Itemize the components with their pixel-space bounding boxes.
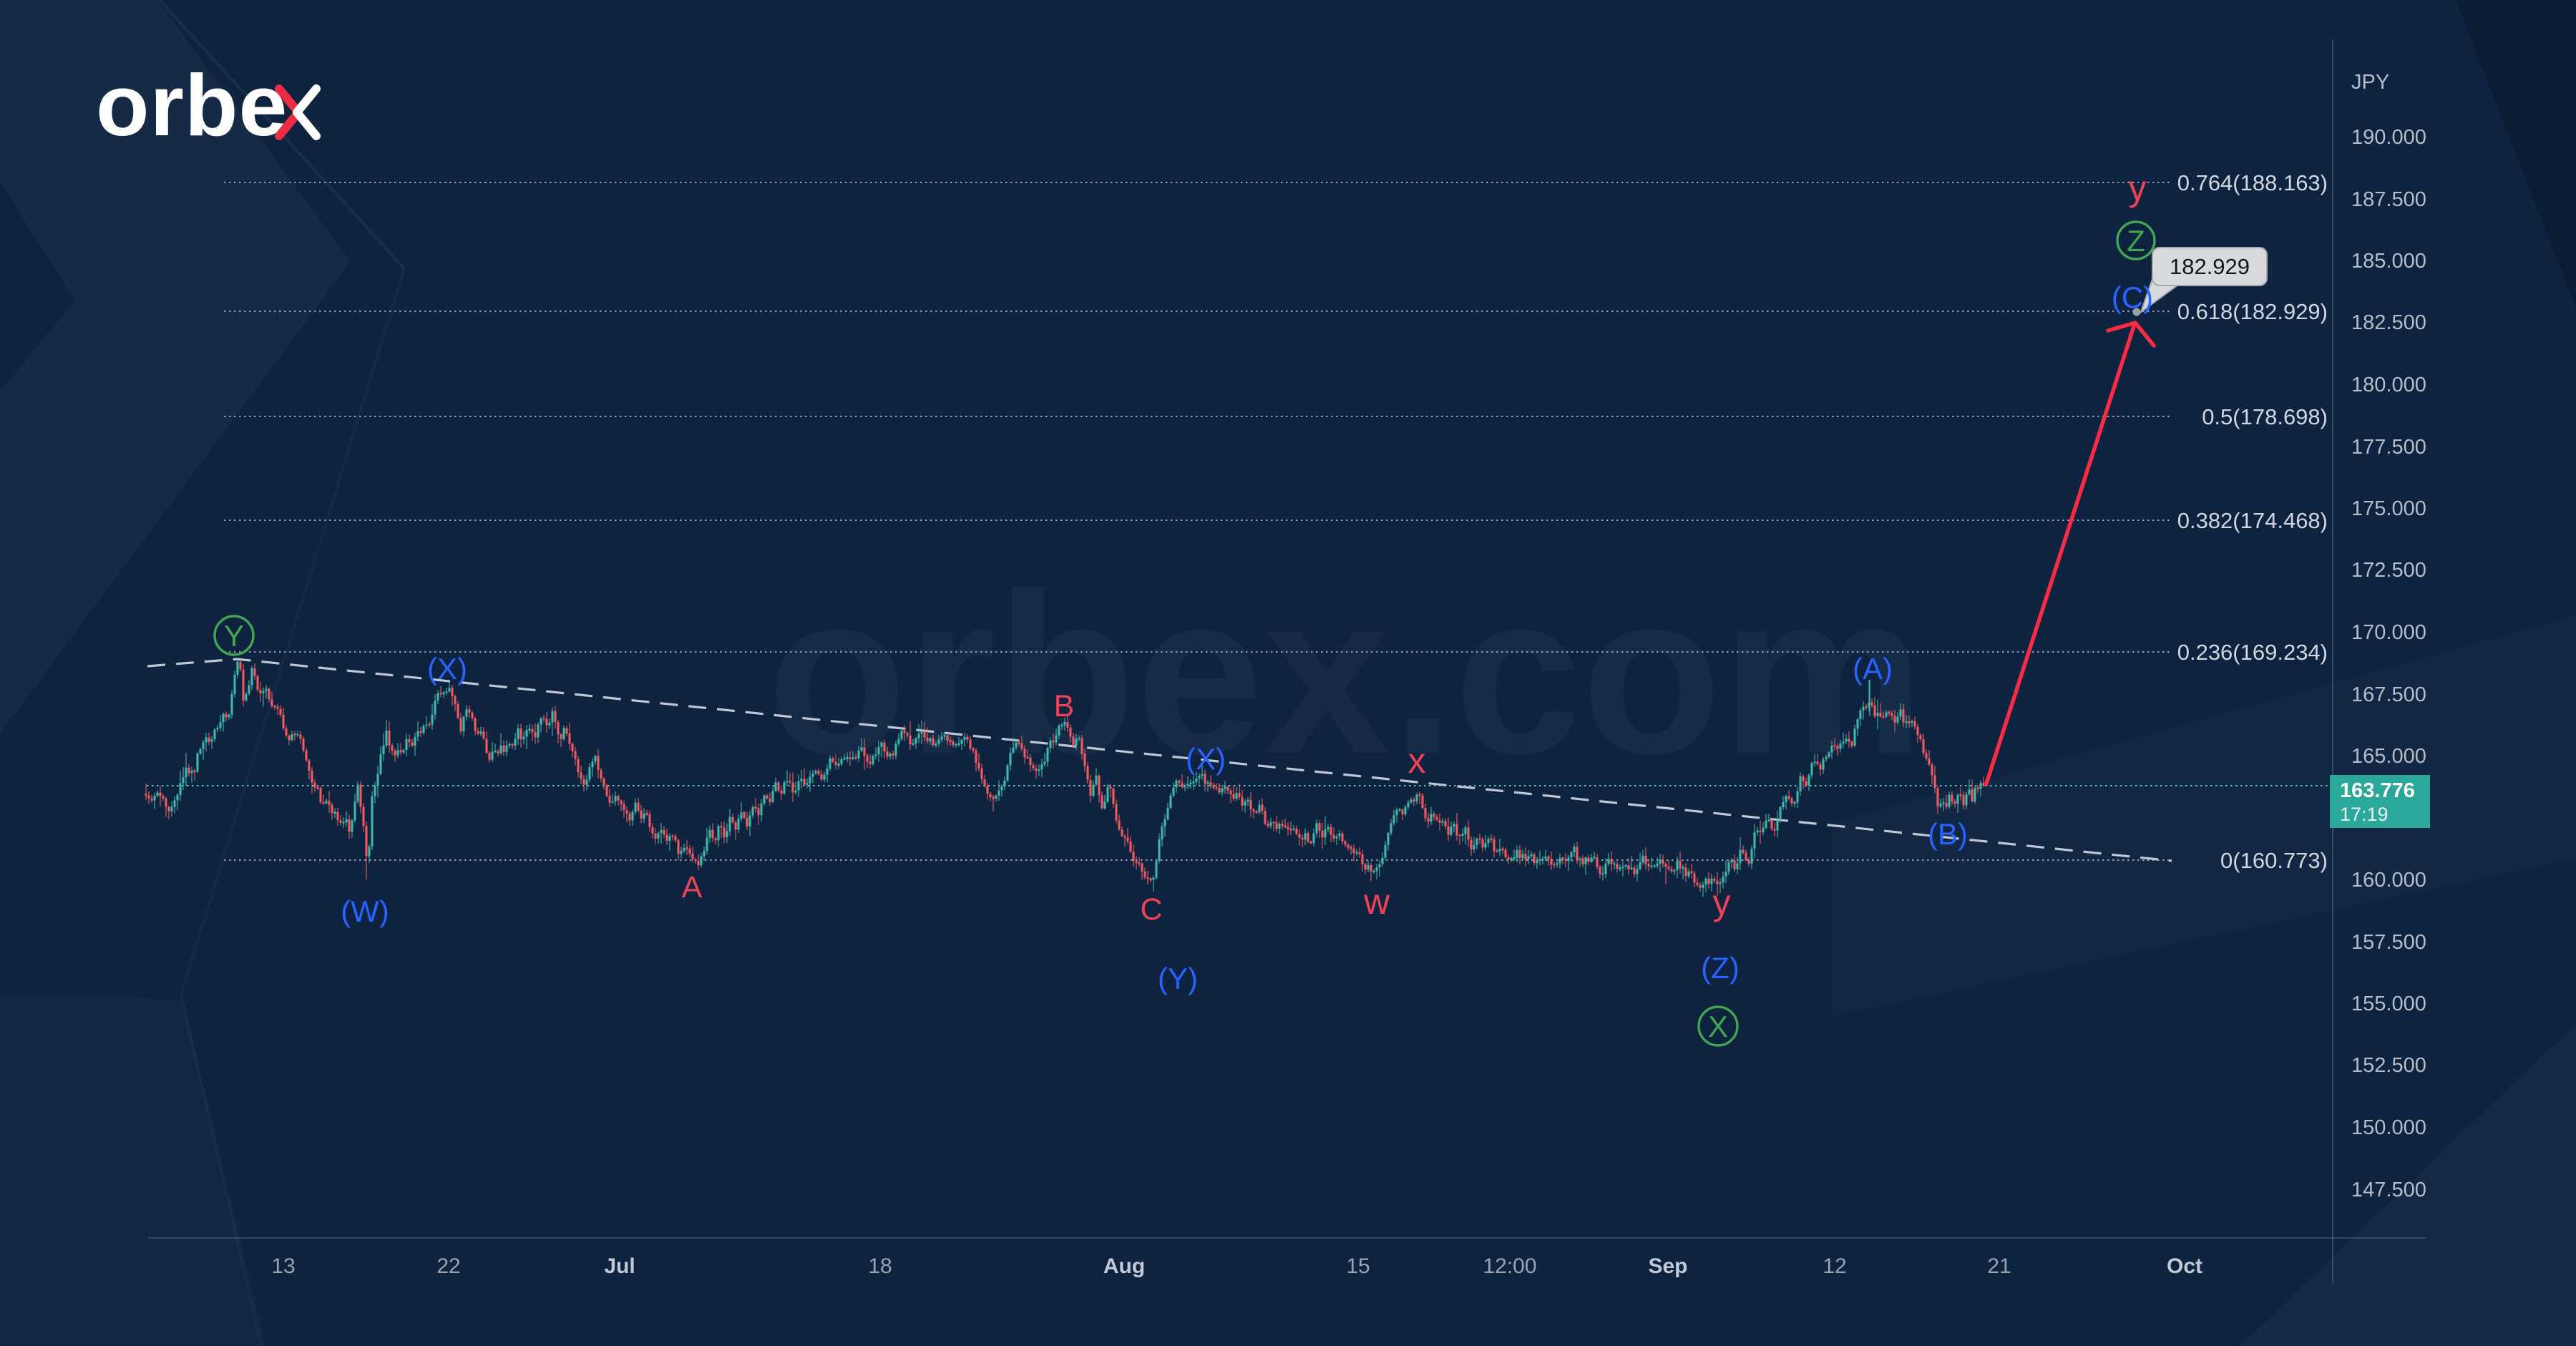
svg-text:0.382(174.468): 0.382(174.468)	[2177, 508, 2328, 533]
svg-text:0.236(169.234): 0.236(169.234)	[2177, 640, 2328, 665]
svg-text:0.5(178.698): 0.5(178.698)	[2202, 404, 2328, 429]
svg-text:163.776: 163.776	[2340, 779, 2415, 802]
svg-text:Z: Z	[2127, 224, 2145, 258]
svg-text:190.000: 190.000	[2351, 126, 2426, 149]
svg-text:13: 13	[271, 1254, 295, 1278]
svg-text:21: 21	[1987, 1254, 2011, 1278]
svg-text:(B): (B)	[1928, 817, 1968, 851]
svg-text:(X): (X)	[1186, 742, 1226, 776]
svg-text:0.618(182.929): 0.618(182.929)	[2177, 299, 2328, 324]
svg-text:(X): (X)	[427, 652, 467, 686]
svg-text:152.500: 152.500	[2351, 1054, 2426, 1077]
svg-text:18: 18	[868, 1254, 892, 1278]
svg-text:Aug: Aug	[1103, 1254, 1145, 1278]
svg-text:12:00: 12:00	[1483, 1254, 1536, 1278]
svg-text:x: x	[1408, 741, 1426, 781]
svg-text:(C): (C)	[2112, 281, 2153, 314]
svg-text:X: X	[1708, 1010, 1728, 1043]
svg-text:160.000: 160.000	[2351, 869, 2426, 892]
svg-text:Y: Y	[224, 619, 244, 653]
svg-text:147.500: 147.500	[2351, 1179, 2426, 1201]
svg-text:B: B	[1054, 689, 1075, 723]
svg-text:C: C	[1140, 892, 1162, 927]
svg-text:0.764(188.163): 0.764(188.163)	[2177, 170, 2328, 195]
svg-text:180.000: 180.000	[2351, 374, 2426, 396]
svg-text:orbe: orbe	[96, 57, 288, 154]
svg-text:12: 12	[1823, 1254, 1846, 1278]
svg-text:Sep: Sep	[1648, 1254, 1687, 1278]
svg-text:y: y	[2129, 168, 2147, 208]
svg-text:155.000: 155.000	[2351, 993, 2426, 1015]
svg-text:170.000: 170.000	[2351, 621, 2426, 644]
svg-text:157.500: 157.500	[2351, 931, 2426, 954]
svg-text:22: 22	[436, 1254, 460, 1278]
svg-text:172.500: 172.500	[2351, 559, 2426, 582]
svg-text:185.000: 185.000	[2351, 250, 2426, 273]
svg-text:orbex.com: orbex.com	[767, 545, 1925, 801]
svg-text:JPY: JPY	[2351, 71, 2389, 94]
svg-text:(A): (A)	[1853, 652, 1893, 686]
svg-text:15: 15	[1346, 1254, 1370, 1278]
svg-text:175.000: 175.000	[2351, 497, 2426, 520]
svg-text:y: y	[1713, 882, 1731, 922]
svg-text:17:19: 17:19	[2340, 804, 2389, 825]
svg-text:167.500: 167.500	[2351, 683, 2426, 706]
svg-text:165.000: 165.000	[2351, 745, 2426, 768]
svg-text:150.000: 150.000	[2351, 1116, 2426, 1139]
svg-text:(Z): (Z)	[1701, 951, 1740, 985]
svg-text:Jul: Jul	[604, 1254, 635, 1278]
svg-text:A: A	[682, 870, 703, 904]
svg-text:182.500: 182.500	[2351, 311, 2426, 334]
svg-text:w: w	[1363, 882, 1390, 922]
svg-text:177.500: 177.500	[2351, 436, 2426, 459]
svg-text:(Y): (Y)	[1158, 962, 1198, 995]
svg-text:0(160.773): 0(160.773)	[2220, 848, 2328, 873]
svg-text:(W): (W)	[341, 894, 389, 928]
svg-text:187.500: 187.500	[2351, 188, 2426, 211]
svg-text:182.929: 182.929	[2170, 254, 2250, 279]
svg-text:Oct: Oct	[2167, 1254, 2202, 1278]
